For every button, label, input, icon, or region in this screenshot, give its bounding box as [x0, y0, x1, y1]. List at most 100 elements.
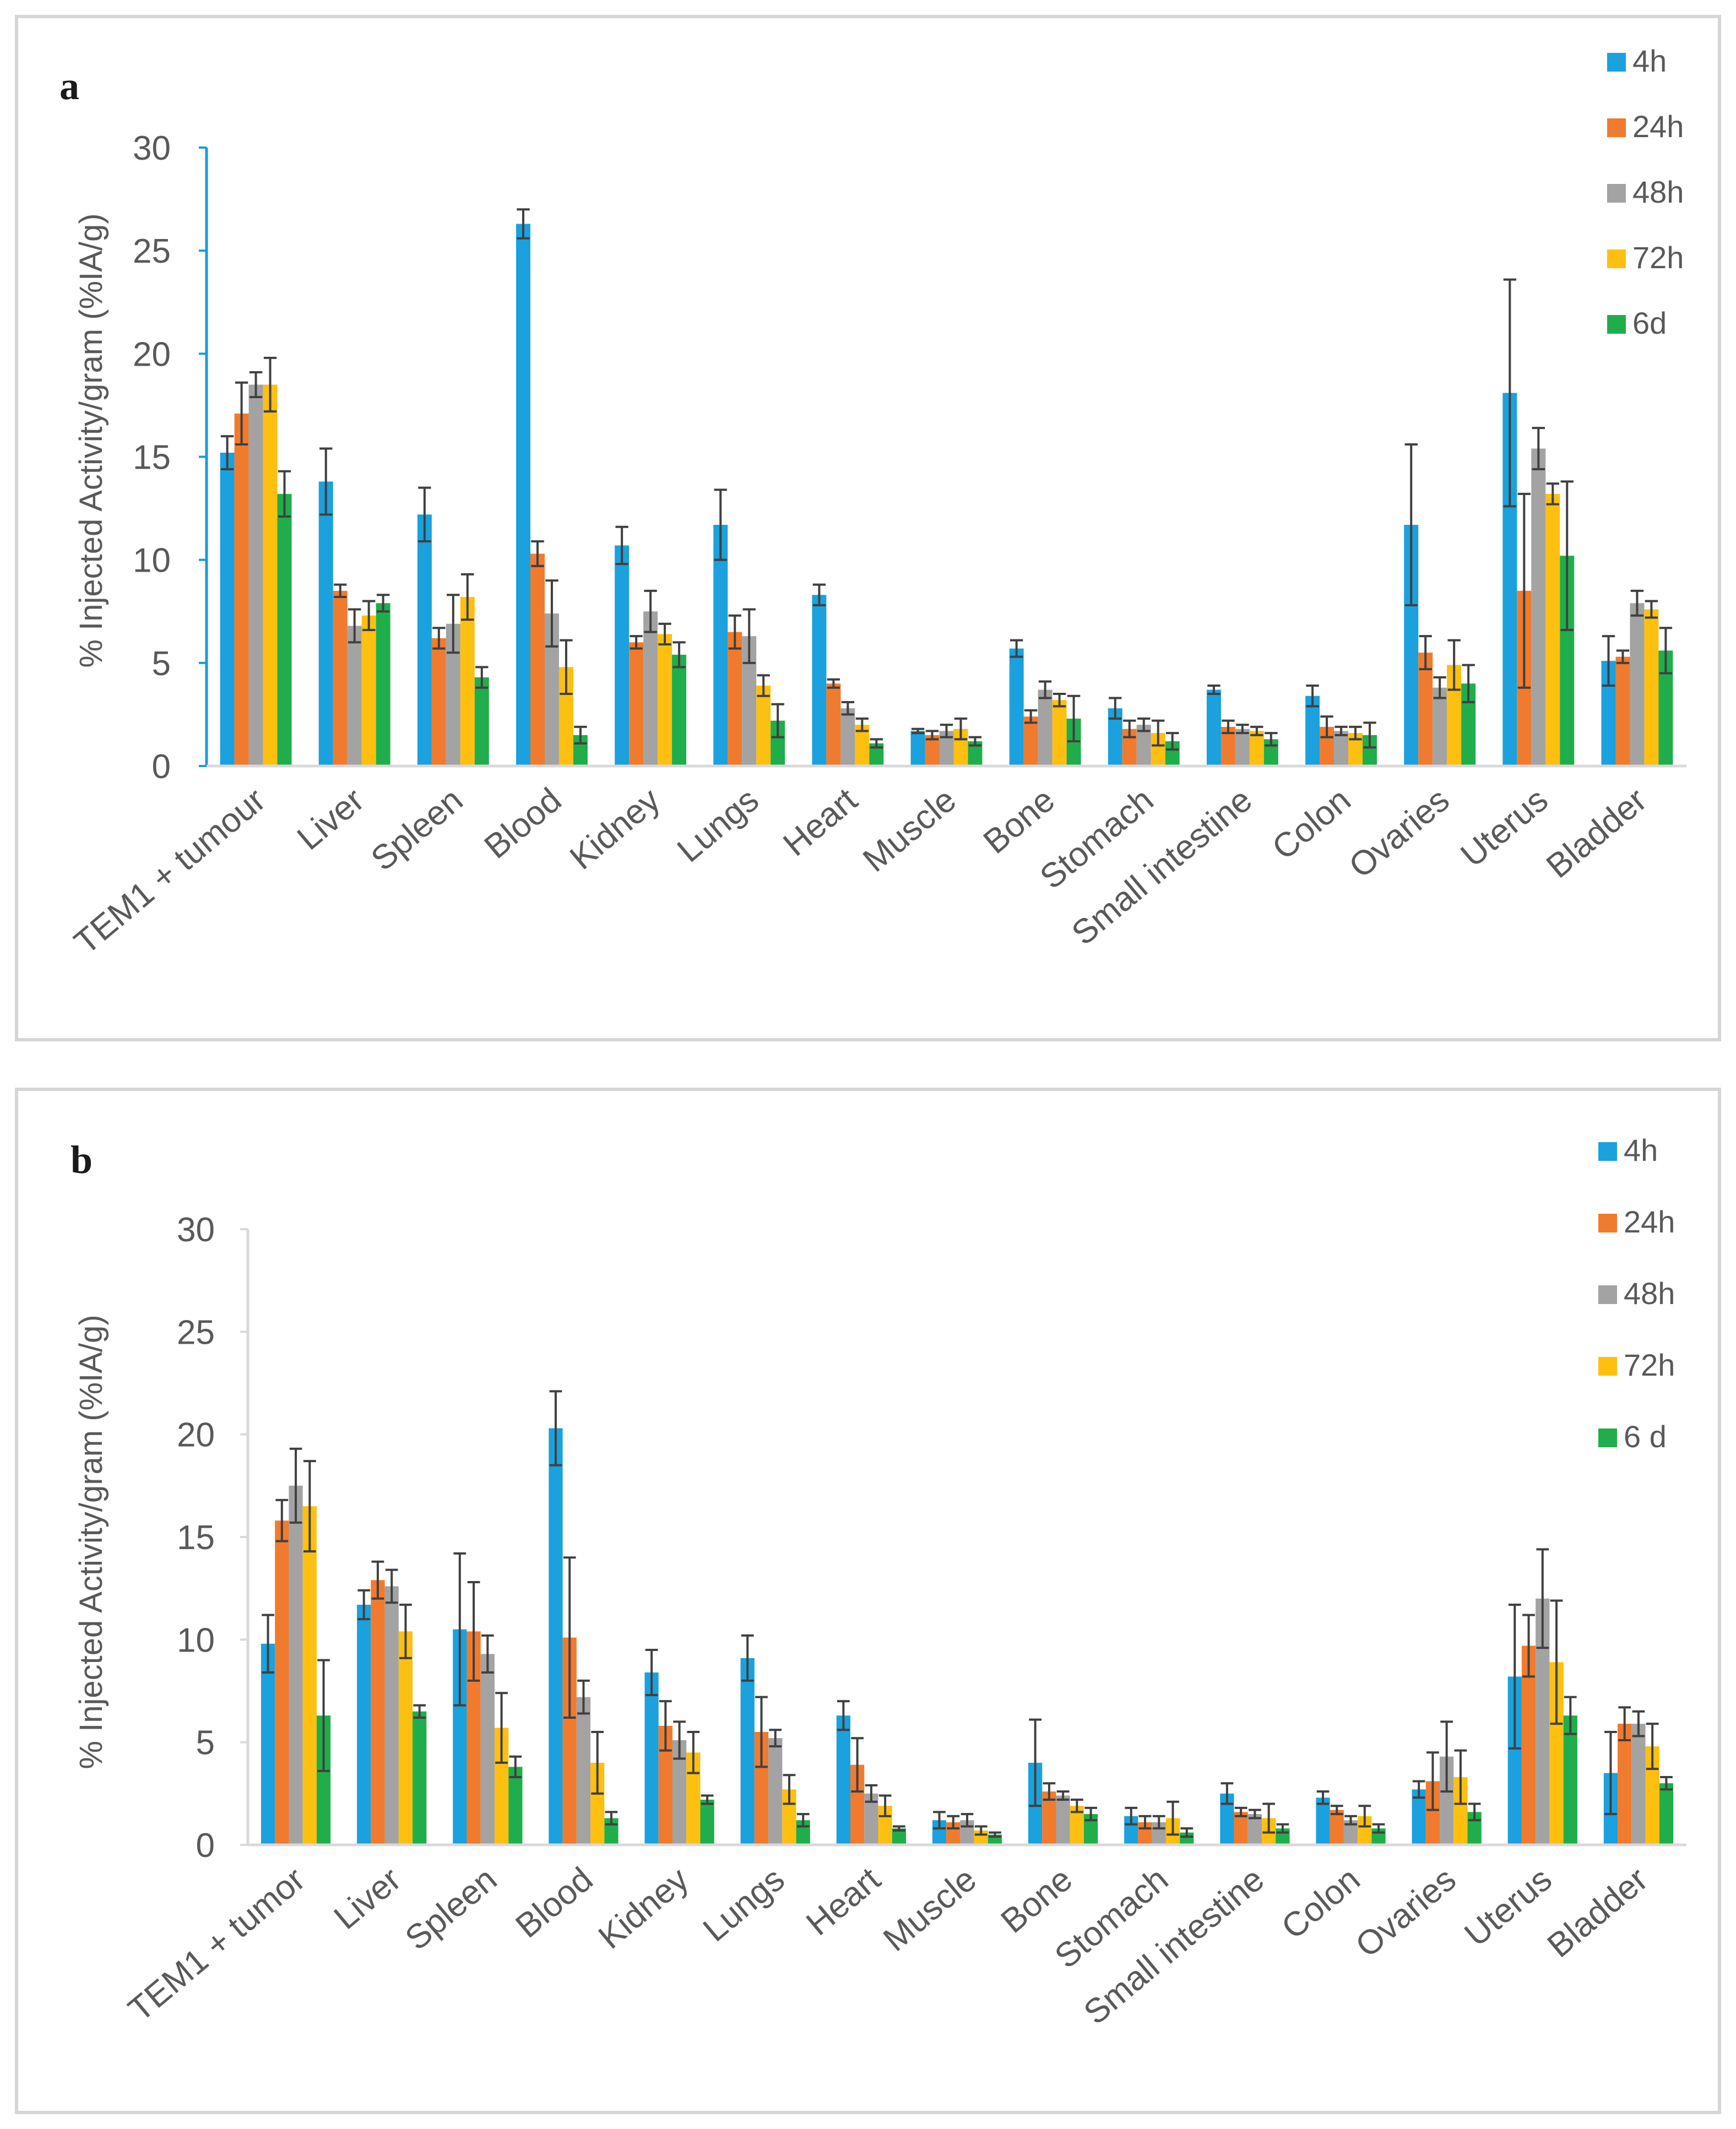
error-bar	[672, 641, 686, 669]
error-bar	[317, 1659, 330, 1772]
error-bar	[1604, 1731, 1617, 1816]
bar-6d-spleen	[508, 1767, 523, 1845]
bar-24h-liver	[371, 1580, 385, 1845]
error-bar	[531, 540, 544, 567]
error-bar	[461, 573, 474, 621]
error-bar	[385, 1568, 398, 1604]
error-bar	[893, 1825, 905, 1832]
bar-48h-tem1-tumor	[289, 1485, 303, 1845]
bar-48h-uterus	[1531, 448, 1546, 766]
error-bar	[1363, 721, 1376, 749]
error-bar	[289, 1447, 302, 1524]
bar-4h-kidney	[615, 545, 630, 766]
error-bar	[1616, 649, 1630, 664]
error-bar	[1419, 635, 1432, 671]
error-bar	[1517, 492, 1531, 689]
error-bar	[827, 678, 840, 689]
legend-label: 4h	[1624, 1133, 1658, 1167]
bar-48h-lungs	[768, 1738, 783, 1845]
legend-item: 4h	[1598, 1133, 1658, 1167]
error-bar	[1433, 676, 1446, 699]
bar-72h-spleen	[460, 597, 475, 766]
bar-72h-tem1-tumour	[263, 384, 278, 766]
bar-48h-spleen	[480, 1654, 495, 1845]
bar-48h-liver	[384, 1586, 399, 1845]
error-bar	[1067, 694, 1081, 743]
error-bar	[1250, 725, 1263, 736]
error-bar	[574, 725, 587, 745]
error-bar	[989, 1831, 1001, 1838]
error-bar	[1222, 719, 1235, 735]
error-bar	[399, 1603, 412, 1659]
bar-48h-kidney	[643, 611, 658, 766]
bar-24h-kidney	[629, 642, 644, 766]
error-bar	[1659, 627, 1673, 675]
error-bar	[481, 1634, 494, 1674]
error-bar	[837, 1700, 850, 1731]
error-bar	[1468, 1802, 1481, 1822]
bar-6d-liver	[413, 1711, 427, 1845]
error-bar	[220, 435, 234, 470]
error-bar	[1234, 1806, 1247, 1817]
bar-48h-heart	[840, 708, 855, 766]
y-tick-label: 10	[177, 1621, 215, 1659]
error-bar	[841, 700, 855, 716]
error-bar	[1630, 589, 1644, 617]
bar-24h-liver	[333, 590, 348, 766]
error-bar	[475, 666, 489, 689]
bar-24h-tem1-tumour	[234, 413, 249, 766]
bar-48h-bone	[1038, 689, 1053, 766]
error-bar	[1522, 1614, 1535, 1678]
error-bar	[878, 1794, 892, 1817]
panel-a-legend: 4h 24h 48h 72h 6d	[1607, 44, 1684, 340]
error-bar	[1138, 1815, 1152, 1830]
bar-4h-muscle	[910, 731, 925, 766]
legend-label: 72h	[1624, 1348, 1675, 1382]
error-bar	[1618, 1706, 1631, 1741]
bar-48h-colon	[1334, 731, 1349, 766]
bar-72h-bone	[1052, 700, 1067, 766]
error-bar	[1152, 1815, 1165, 1830]
error-bar	[968, 736, 982, 747]
legend-label: 48h	[1624, 1276, 1675, 1311]
bar-48h-small-intestine	[1235, 729, 1250, 766]
error-bar	[1137, 717, 1151, 732]
legend-label: 4h	[1632, 44, 1667, 78]
y-tick-label: 30	[133, 129, 171, 167]
error-bar	[961, 1813, 974, 1828]
error-bar	[1508, 1603, 1521, 1750]
panel-b-border	[15, 1088, 1721, 2114]
error-bar	[1276, 1823, 1289, 1834]
error-bar	[357, 1589, 371, 1621]
y-tick-label: 10	[133, 542, 171, 580]
panel-a-border	[15, 15, 1721, 1041]
y-tick-label: 5	[152, 645, 171, 683]
legend-label: 48h	[1632, 175, 1684, 209]
error-bar	[1180, 1827, 1194, 1838]
error-bar	[783, 1774, 796, 1805]
error-bar	[413, 1704, 426, 1719]
error-bar	[1660, 1776, 1673, 1791]
error-bar	[1550, 1599, 1563, 1725]
panel-a-error-bars	[220, 208, 1673, 751]
bar-4h-liver	[357, 1604, 371, 1845]
y-tick-label: 0	[152, 748, 171, 786]
error-bar	[1123, 719, 1136, 738]
error-bar	[1404, 443, 1418, 607]
legend-swatch	[1598, 1214, 1617, 1232]
error-bar	[235, 381, 248, 446]
error-bar	[549, 1390, 562, 1467]
error-bar	[1632, 1710, 1645, 1737]
error-bar	[658, 622, 671, 646]
error-bar	[687, 1731, 700, 1774]
error-bar	[1029, 1718, 1041, 1807]
legend-item: 24h	[1607, 109, 1684, 144]
bar-4h-colon	[1316, 1797, 1330, 1845]
bar-4h-spleen	[417, 514, 432, 766]
y-tick-label: 25	[177, 1313, 215, 1351]
legend-item: 4h	[1607, 44, 1667, 78]
error-bar	[728, 614, 741, 650]
y-tick-label: 20	[177, 1416, 215, 1454]
bar-4h-kidney	[644, 1672, 659, 1845]
